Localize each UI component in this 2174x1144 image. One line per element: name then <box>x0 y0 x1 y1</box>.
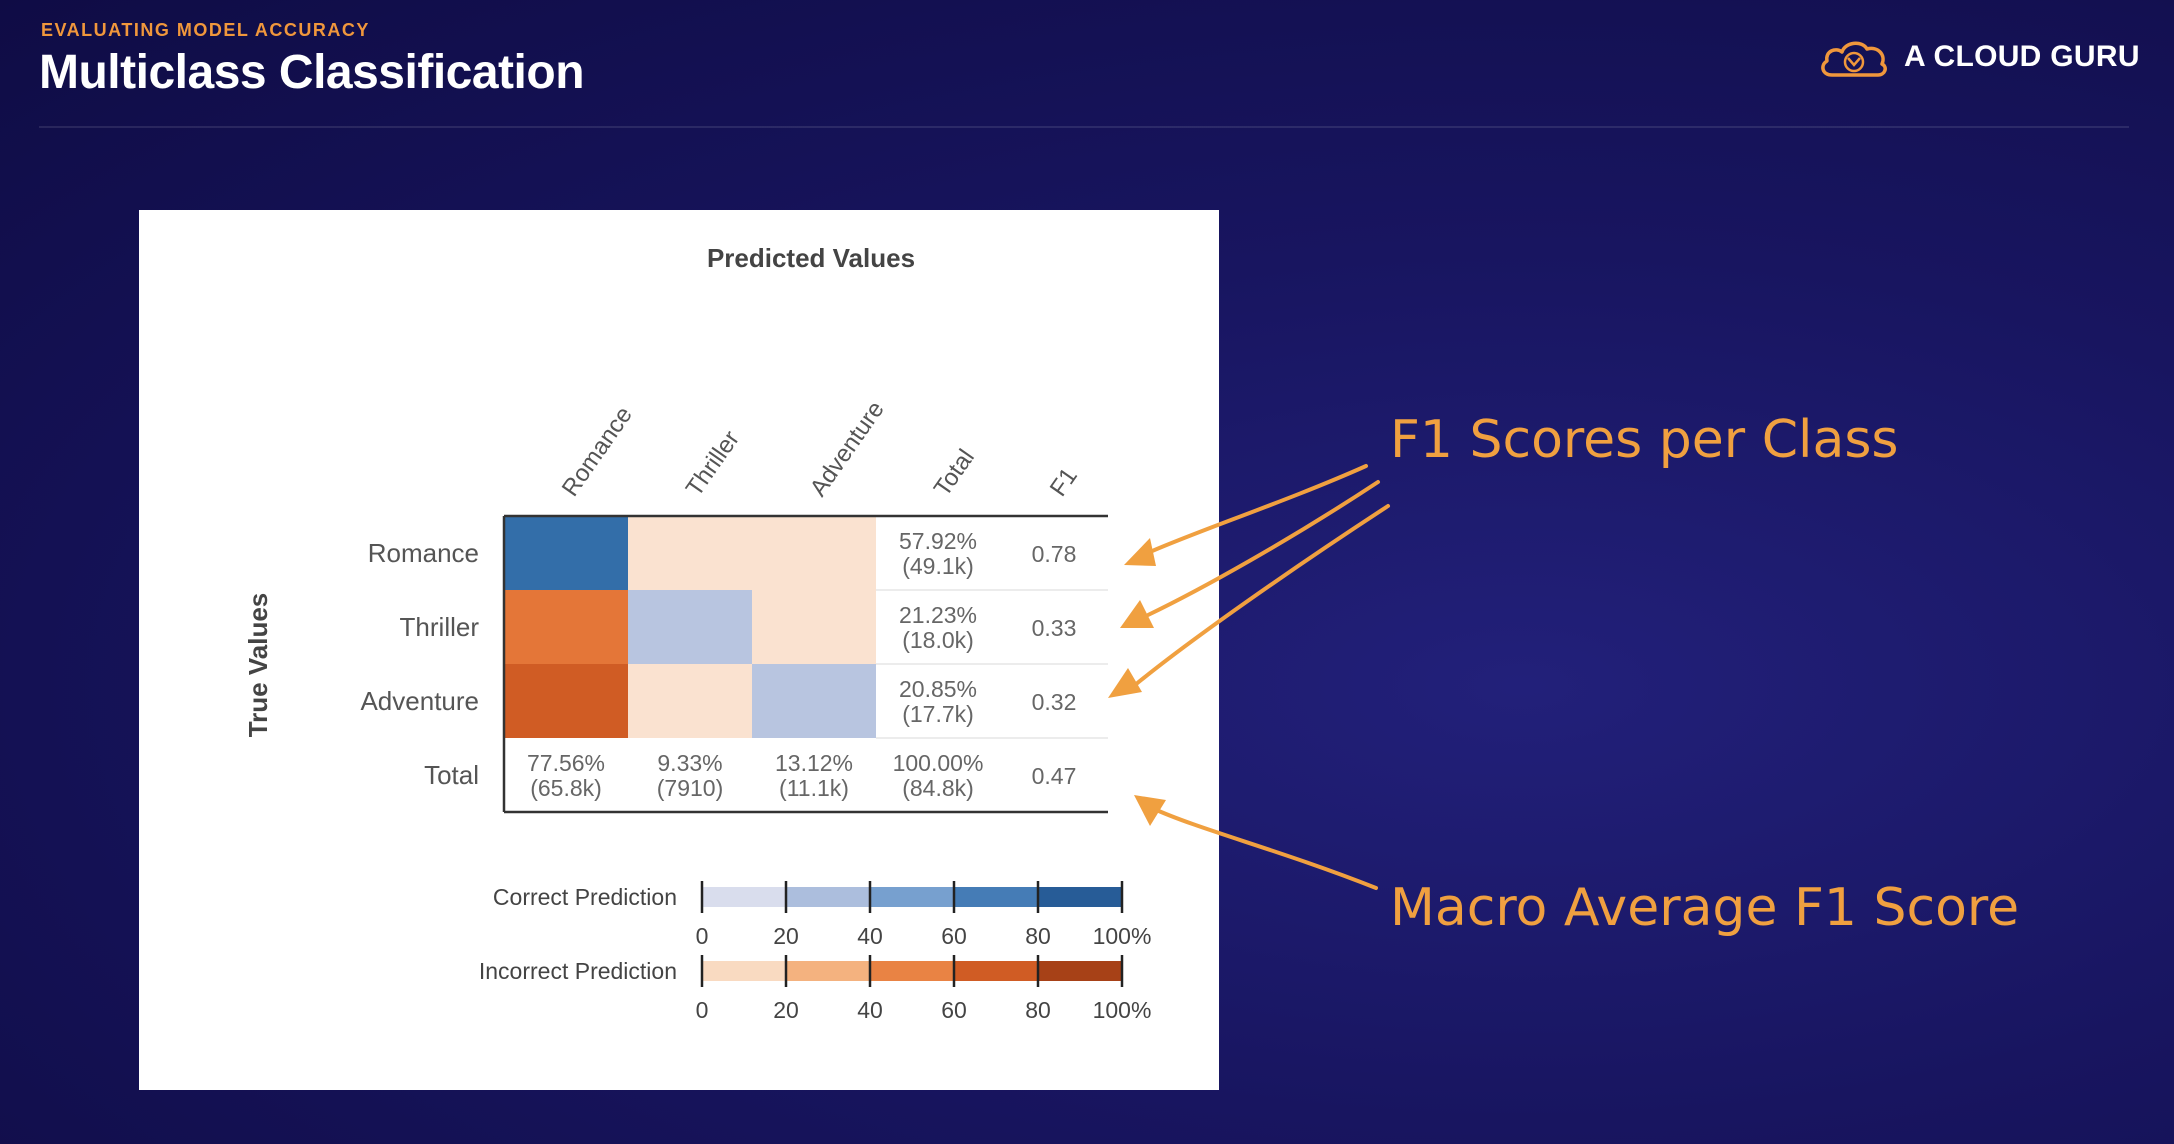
macro-f1-score: 0.47 <box>1032 763 1077 789</box>
row-header-thriller: Thriller <box>400 612 480 642</box>
correct-prediction-scale-tick-label: 100% <box>1093 923 1152 949</box>
incorrect-prediction-scale-segment <box>786 961 870 981</box>
column-total-pct: 9.33% <box>657 750 722 776</box>
row-header-romance: Romance <box>368 538 479 568</box>
incorrect-prediction-scale-tick-label: 0 <box>696 997 709 1023</box>
correct-prediction-scale-segment <box>954 887 1038 907</box>
matrix-cell <box>504 516 628 590</box>
incorrect-prediction-scale-tick-label: 80 <box>1025 997 1051 1023</box>
predicted-values-title: Predicted Values <box>707 243 915 273</box>
incorrect-prediction-scale-label: Incorrect Prediction <box>479 958 677 984</box>
confusion-matrix-panel: Predicted Values True Values Romance Thri… <box>139 210 1219 1090</box>
row-header-total: Total <box>424 760 479 790</box>
correct-prediction-scale-segment <box>702 887 786 907</box>
column-total-pct: 13.12% <box>775 750 853 776</box>
column-header-total: Total <box>929 444 980 501</box>
row-f1-score: 0.32 <box>1032 689 1077 715</box>
correct-prediction-scale-tick-label: 80 <box>1025 923 1051 949</box>
brand-name: A CLOUD GURU <box>1904 40 2140 73</box>
row-total-pct: 20.85% <box>899 676 977 702</box>
matrix-cell <box>628 590 752 664</box>
incorrect-prediction-scale-segment <box>1038 961 1122 981</box>
true-values-title: True Values <box>243 593 273 738</box>
correct-prediction-scale-segment <box>1038 887 1122 907</box>
slide-title: Multiclass Classification <box>39 46 585 99</box>
row-total-count: (49.1k) <box>902 553 974 579</box>
column-total-pct: 100.00% <box>893 750 984 776</box>
column-total-count: (11.1k) <box>779 775 849 801</box>
row-f1-score: 0.78 <box>1032 541 1077 567</box>
incorrect-prediction-scale-tick-label: 40 <box>857 997 883 1023</box>
correct-prediction-scale-segment <box>870 887 954 907</box>
correct-prediction-scale-segment <box>786 887 870 907</box>
correct-prediction-scale-tick-label: 40 <box>857 923 883 949</box>
correct-prediction-scale-tick-label: 0 <box>696 923 709 949</box>
row-total-pct: 21.23% <box>899 602 977 628</box>
row-total-count: (18.0k) <box>902 627 974 653</box>
macro-f1-callout: Macro Average F1 Score <box>1390 878 2020 938</box>
row-f1-score: 0.33 <box>1032 615 1077 641</box>
matrix-cell <box>628 516 752 590</box>
correct-prediction-scale-tick-label: 60 <box>941 923 967 949</box>
row-total-count: (17.7k) <box>902 701 974 727</box>
matrix-cell <box>752 516 876 590</box>
column-total-count: (7910) <box>657 775 723 801</box>
matrix-cell <box>504 664 628 738</box>
cloud-icon <box>1821 41 1887 77</box>
confusion-matrix: Predicted Values True Values Romance Thri… <box>243 243 1152 1023</box>
incorrect-prediction-scale-segment <box>954 961 1038 981</box>
column-total-pct: 77.56% <box>527 750 605 776</box>
matrix-cell <box>504 590 628 664</box>
column-header-romance: Romance <box>557 402 638 502</box>
column-header-f1: F1 <box>1045 463 1083 501</box>
f1-per-class-callout: F1 Scores per Class <box>1390 410 1899 470</box>
row-total-pct: 57.92% <box>899 528 977 554</box>
column-total-count: (84.8k) <box>902 775 974 801</box>
incorrect-prediction-scale-tick-label: 100% <box>1093 997 1152 1023</box>
incorrect-prediction-scale-tick-label: 60 <box>941 997 967 1023</box>
column-total-count: (65.8k) <box>530 775 602 801</box>
brand-logo: A CLOUD GURU <box>1818 32 2140 82</box>
section-eyebrow: EVALUATING MODEL ACCURACY <box>41 20 370 40</box>
correct-prediction-scale-label: Correct Prediction <box>493 884 677 910</box>
incorrect-prediction-scale-segment <box>870 961 954 981</box>
header-divider <box>39 126 2129 128</box>
column-header-thriller: Thriller <box>681 426 745 502</box>
row-header-adventure: Adventure <box>360 686 479 716</box>
matrix-cell <box>628 664 752 738</box>
incorrect-prediction-scale-tick-label: 20 <box>773 997 799 1023</box>
incorrect-prediction-scale-segment <box>702 961 786 981</box>
matrix-cell <box>752 590 876 664</box>
matrix-cell <box>752 664 876 738</box>
correct-prediction-scale-tick-label: 20 <box>773 923 799 949</box>
column-header-adventure: Adventure <box>805 396 890 501</box>
